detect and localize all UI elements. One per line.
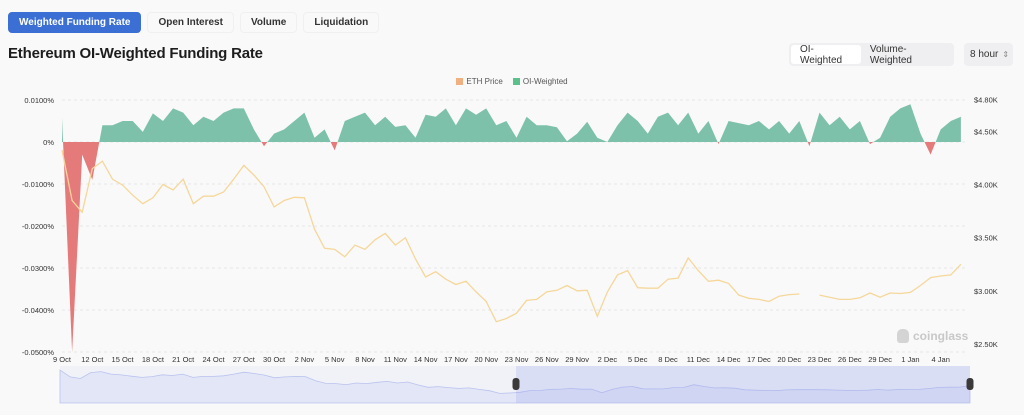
coinglass-watermark: coinglass <box>897 329 968 343</box>
interval-select[interactable]: 8 hour ⇕ <box>964 43 1013 66</box>
oi-weighted-positive-area <box>62 104 961 142</box>
eth-price-line <box>61 149 962 323</box>
x-tick-label: 29 Nov <box>565 355 589 364</box>
y-left-tick-label: 0.0100% <box>24 96 54 105</box>
y-left-tick-label: -0.0200% <box>22 222 54 231</box>
y-left-tick-label: -0.0500% <box>22 348 54 357</box>
y-left-tick-label: -0.0300% <box>22 264 54 273</box>
x-tick-label: 14 Nov <box>414 355 438 364</box>
watermark-text: coinglass <box>913 329 969 343</box>
x-tick-label: 14 Dec <box>717 355 741 364</box>
x-tick-label: 18 Oct <box>142 355 165 364</box>
y-left-tick-label: -0.0400% <box>22 306 54 315</box>
volume-weighted-option[interactable]: Volume-Weighted <box>869 43 912 66</box>
legend-oi-weighted[interactable]: OI-Weighted <box>512 77 568 86</box>
y-right-tick-label: $4.50K <box>974 127 998 136</box>
y-right-tick-label: $3.50K <box>974 234 998 243</box>
x-tick-label: 17 Nov <box>444 355 468 364</box>
x-tick-label: 24 Oct <box>202 355 225 364</box>
x-tick-label: 17 Dec <box>747 355 771 364</box>
x-tick-label: 29 Dec <box>868 355 892 364</box>
chart-tabs: Weighted Funding Rate Open Interest Volu… <box>8 12 380 33</box>
x-tick-label: 1 Jan <box>901 355 919 364</box>
tab-open-interest[interactable]: Open Interest <box>147 12 234 33</box>
x-tick-label: 9 Oct <box>53 355 72 364</box>
x-tick-label: 8 Nov <box>355 355 375 364</box>
x-tick-label: 2 Dec <box>598 355 618 364</box>
x-tick-label: 8 Dec <box>658 355 678 364</box>
x-tick-label: 5 Dec <box>628 355 648 364</box>
x-tick-label: 20 Dec <box>777 355 801 364</box>
x-tick-label: 23 Nov <box>505 355 529 364</box>
legend-label: OI-Weighted <box>522 77 568 86</box>
legend-swatch <box>512 78 520 85</box>
x-tick-label: 5 Nov <box>325 355 345 364</box>
x-tick-label: 4 Jan <box>932 355 950 364</box>
x-tick-label: 30 Oct <box>263 355 286 364</box>
legend-swatch <box>456 78 464 85</box>
chart-legend: ETH Price OI-Weighted <box>0 77 1024 86</box>
y-right-tick-label: $4.00K <box>974 181 998 190</box>
weighting-toggle: OI-Weighted Volume-Weighted <box>789 43 954 66</box>
coinglass-logo-icon <box>897 329 909 343</box>
y-left-tick-label: 0% <box>43 138 54 147</box>
x-tick-label: 20 Nov <box>474 355 498 364</box>
x-tick-label: 11 Nov <box>384 355 407 364</box>
y-left-tick-label: -0.0100% <box>22 180 54 189</box>
tab-volume[interactable]: Volume <box>239 12 298 33</box>
x-tick-label: 11 Dec <box>687 355 710 364</box>
y-right-tick-label: $3.00K <box>974 287 998 296</box>
x-tick-label: 2 Nov <box>295 355 315 364</box>
x-tick-label: 23 Dec <box>808 355 832 364</box>
x-tick-label: 15 Oct <box>112 355 135 364</box>
navigator-handle[interactable] <box>512 378 520 390</box>
x-tick-label: 12 Oct <box>81 355 104 364</box>
up-down-chevron-icon: ⇕ <box>1002 50 1010 59</box>
navigator-selection[interactable] <box>516 366 970 403</box>
tab-liquidation[interactable]: Liquidation <box>303 12 380 33</box>
x-tick-label: 21 Oct <box>172 355 195 364</box>
legend-eth-price[interactable]: ETH Price <box>456 77 503 86</box>
page-title: Ethereum OI-Weighted Funding Rate <box>8 45 263 62</box>
interval-value: 8 hour <box>970 49 999 60</box>
x-tick-label: 27 Oct <box>233 355 256 364</box>
legend-label: ETH Price <box>466 77 503 86</box>
y-right-tick-label: $2.50K <box>974 340 998 349</box>
navigator-handle[interactable] <box>966 378 974 390</box>
oi-weighted-option[interactable]: OI-Weighted <box>791 44 861 66</box>
navigator-series <box>59 369 971 404</box>
x-tick-label: 26 Dec <box>838 355 862 364</box>
tab-weighted-funding-rate[interactable]: Weighted Funding Rate <box>8 12 142 33</box>
x-tick-label: 26 Nov <box>535 355 559 364</box>
y-right-tick-label: $4.80K <box>974 96 998 105</box>
